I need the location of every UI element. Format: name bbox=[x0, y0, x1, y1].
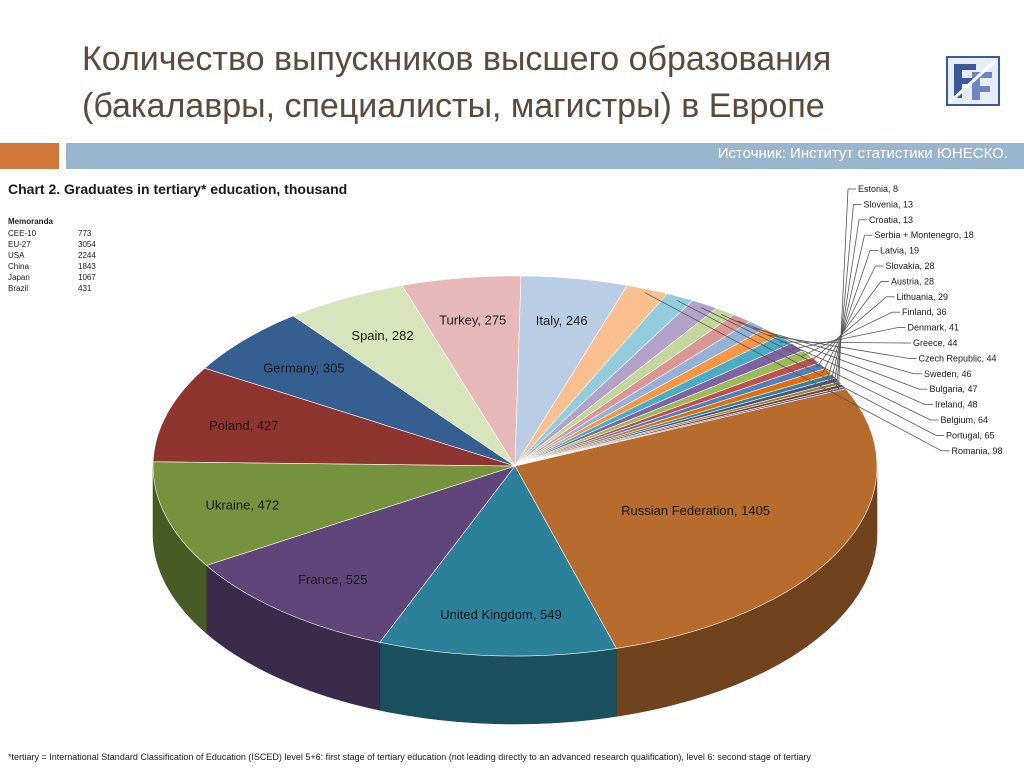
slice-label-croatia: Croatia, 13 bbox=[869, 215, 913, 225]
slice-label-belgium: Belgium, 64 bbox=[941, 415, 989, 425]
leader-line-portugal bbox=[676, 299, 937, 436]
memoranda-table: Memoranda CEE-10 773 EU-27 3054 USA 2244 China 1… bbox=[8, 217, 96, 293]
leader-line-austria bbox=[815, 281, 882, 368]
chart-title: Chart 2. Graduates in tertiary* educatio… bbox=[8, 181, 347, 197]
memoranda-value: 1067 bbox=[78, 273, 96, 282]
slice-label-portugal: Portugal, 65 bbox=[946, 430, 995, 440]
leader-line-estonia bbox=[838, 188, 849, 390]
slide-title: Количество выпускников высшего образован… bbox=[82, 36, 932, 130]
memoranda-heading: Memoranda bbox=[8, 217, 53, 226]
source-note: Источник: Институт статистики ЮНЕСКО. bbox=[717, 145, 1008, 162]
slice-labels: Russian Federation, 1405 United Kingdom, … bbox=[206, 184, 1003, 622]
slice-label-ukraine: Ukraine, 472 bbox=[206, 498, 280, 513]
slice-germany bbox=[204, 315, 516, 467]
slice-label-sweden: Sweden, 46 bbox=[924, 369, 972, 379]
pie-chart: Chart 2. Graduates in tertiary* educatio… bbox=[8, 181, 1003, 762]
slice-label-lithuania: Lithuania, 29 bbox=[897, 292, 949, 302]
memoranda-value: 2244 bbox=[78, 251, 96, 260]
slice-label-turkey: Turkey, 275 bbox=[439, 313, 506, 328]
memoranda-value: 3054 bbox=[78, 240, 96, 249]
slice-label-denmark: Denmark, 41 bbox=[908, 323, 960, 333]
slice-label-czech-republic: Czech Republic, 44 bbox=[919, 353, 997, 363]
memoranda-value: 431 bbox=[78, 284, 92, 293]
slice-label-bulgaria: Bulgaria, 47 bbox=[930, 384, 978, 394]
leader-line-latvia bbox=[827, 250, 871, 378]
slice-label-austria: Austria, 28 bbox=[891, 276, 934, 286]
memoranda-label: EU-27 bbox=[8, 240, 31, 249]
memoranda-label: CEE-10 bbox=[8, 229, 37, 238]
leader-line-serbia-montenegro bbox=[830, 235, 865, 382]
memoranda-label: Brazil bbox=[8, 284, 28, 293]
slice-label-germany: Germany, 305 bbox=[263, 361, 344, 376]
leader-line-slovakia bbox=[822, 265, 876, 374]
slice-label-italy: Italy, 246 bbox=[536, 313, 588, 328]
slice-poland bbox=[152, 367, 516, 467]
leader-line-romania bbox=[644, 292, 942, 452]
footnote: *tertiary = International Standard Class… bbox=[8, 752, 811, 762]
pie-slices bbox=[152, 275, 878, 657]
slide-title-line-2: (бакалавры, специалисты, магистры) в Евр… bbox=[82, 87, 825, 125]
slice-united-kingdom bbox=[379, 465, 617, 657]
slice-ukraine bbox=[152, 461, 516, 566]
slice-label-serbia-montenegro: Serbia + Montenegro, 18 bbox=[875, 230, 974, 240]
slice-label-slovakia: Slovakia, 28 bbox=[886, 261, 935, 271]
memoranda-label: Japan bbox=[8, 273, 30, 282]
slice-label-estonia: Estonia, 8 bbox=[858, 184, 898, 194]
header-bar bbox=[66, 143, 1024, 169]
slice-label-russian-federation: Russian Federation, 1405 bbox=[621, 503, 770, 518]
memoranda-label: USA bbox=[8, 251, 25, 260]
leader-line-slovenia bbox=[836, 204, 854, 388]
slice-russian-federation bbox=[514, 388, 878, 649]
slice-label-france: France, 525 bbox=[298, 572, 367, 587]
leader-line-sweden bbox=[752, 327, 915, 375]
memoranda-label: China bbox=[8, 262, 29, 271]
slice-label-slovenia: Slovenia, 13 bbox=[864, 199, 914, 209]
memoranda-value: 773 bbox=[78, 229, 92, 238]
slice-label-greece: Greece, 44 bbox=[913, 338, 958, 348]
leader-line-bulgaria bbox=[737, 320, 920, 390]
slice-label-romania: Romania, 98 bbox=[952, 446, 1003, 456]
leader-line-belgium bbox=[700, 307, 931, 421]
slice-france bbox=[205, 465, 516, 643]
leader-lines bbox=[644, 188, 950, 452]
leader-line-finland bbox=[801, 311, 893, 357]
slice-label-poland: Poland, 427 bbox=[209, 418, 278, 433]
slice-label-finland: Finland, 36 bbox=[902, 307, 947, 317]
leader-line-lithuania bbox=[809, 296, 887, 363]
leader-line-denmark bbox=[791, 327, 898, 350]
institution-logo-icon bbox=[946, 56, 1000, 106]
memoranda-value: 1843 bbox=[78, 262, 96, 271]
accent-bar bbox=[0, 143, 59, 169]
slice-label-spain: Spain, 282 bbox=[351, 328, 413, 343]
slice-label-latvia: Latvia, 19 bbox=[880, 246, 919, 256]
leader-line-croatia bbox=[833, 219, 860, 385]
slide-title-line-1: Количество выпускников высшего образован… bbox=[82, 40, 832, 78]
slice-label-ireland: Ireland, 48 bbox=[935, 400, 978, 410]
leader-line-ireland bbox=[721, 314, 926, 405]
slice-label-united-kingdom: United Kingdom, 549 bbox=[440, 607, 561, 622]
leader-line-greece bbox=[779, 341, 904, 344]
